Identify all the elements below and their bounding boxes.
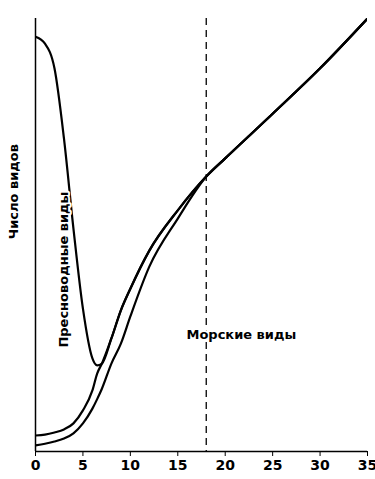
svg-text:0: 0 (31, 457, 41, 473)
svg-text:35: 35 (358, 457, 375, 473)
svg-text:10: 10 (121, 457, 141, 473)
svg-text:30: 30 (310, 457, 330, 473)
svg-text:15: 15 (168, 457, 187, 473)
svg-text:Число видов: Число видов (6, 144, 21, 239)
svg-text:Пресноводные виды: Пресноводные виды (56, 192, 71, 348)
svg-text:5: 5 (78, 457, 88, 473)
svg-text:25: 25 (263, 457, 282, 473)
svg-text:20: 20 (215, 457, 235, 473)
svg-text:Морские виды: Морские виды (186, 327, 296, 342)
